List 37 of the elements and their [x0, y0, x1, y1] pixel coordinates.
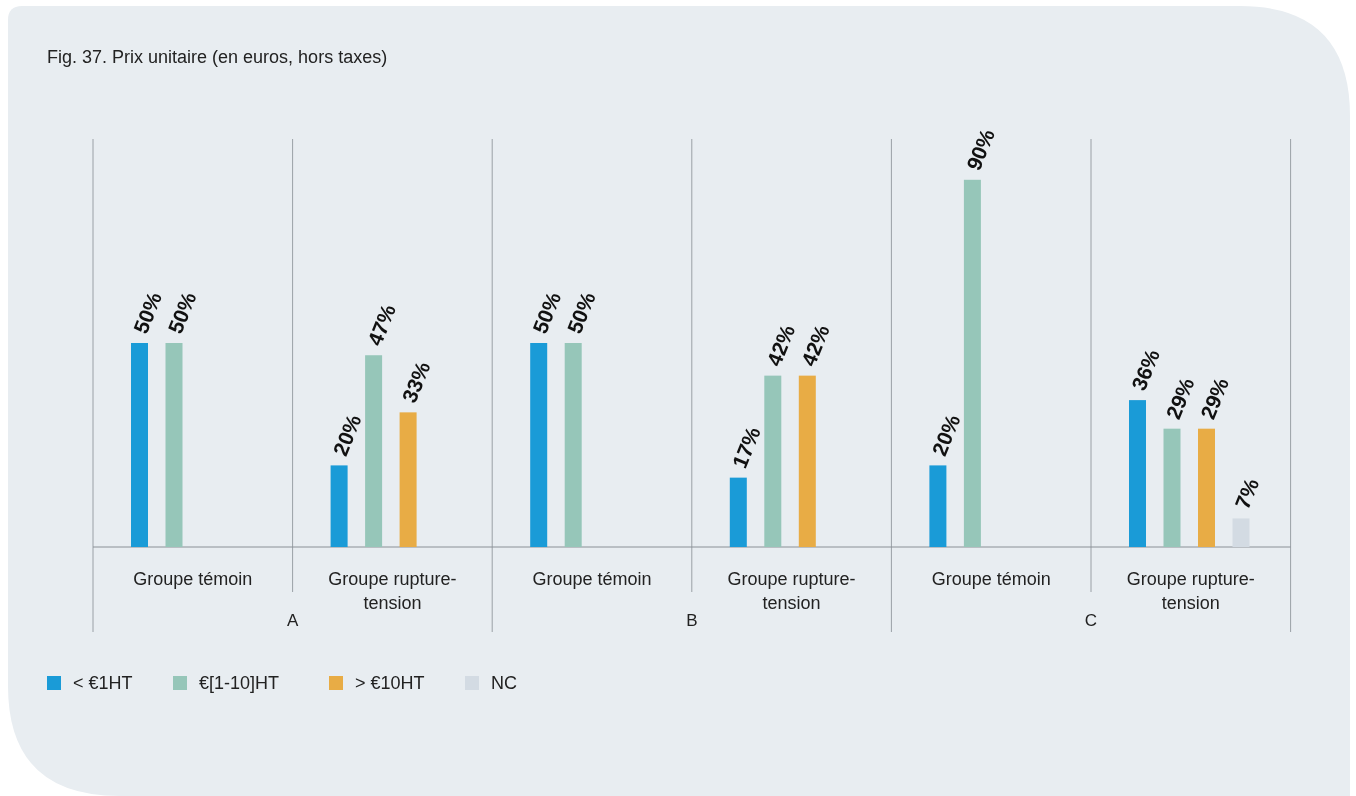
bar — [564, 343, 582, 547]
x-tick-label: Groupe témoin — [532, 569, 652, 589]
text: A — [286, 611, 299, 630]
bar — [1198, 428, 1215, 547]
text: C — [1084, 611, 1098, 630]
chart-title: Fig. 37. Prix unitaire (en euros, hors taxes) — [47, 47, 388, 67]
bar — [530, 343, 548, 547]
bar — [1129, 400, 1146, 547]
text: B — [686, 611, 698, 630]
x-tick-label: Groupe témoin — [931, 569, 1051, 589]
bar — [399, 412, 417, 547]
bar — [929, 465, 947, 547]
x-tick-label: Groupe rupture-tension — [727, 569, 856, 613]
data-label: 20% — [927, 411, 965, 459]
bar — [131, 343, 148, 547]
data-label: 33% — [397, 357, 435, 406]
bar — [1232, 518, 1250, 547]
data-label: 90% — [961, 125, 999, 174]
bar — [729, 477, 747, 547]
legend-label: < €1HT — [73, 673, 133, 693]
x-tick-label: Groupe rupture-tension — [328, 569, 457, 613]
bar — [365, 355, 383, 547]
bar — [165, 343, 183, 547]
bar — [1163, 428, 1181, 547]
x-tick-label: Groupe témoin — [133, 569, 253, 589]
data-label: 47% — [362, 300, 401, 349]
data-label: 20% — [328, 411, 366, 459]
data-label: 17% — [727, 423, 765, 472]
legend-label: €[1-10]HT — [199, 673, 280, 693]
bar — [764, 375, 782, 547]
bar — [330, 465, 348, 547]
legend-label: NC — [491, 673, 517, 693]
legend-label: > €10HT — [355, 673, 425, 693]
data-label: 7% — [1230, 474, 1264, 512]
bar — [798, 375, 816, 547]
x-tick-label: Groupe rupture-tension — [1126, 569, 1255, 613]
bar — [963, 179, 981, 547]
